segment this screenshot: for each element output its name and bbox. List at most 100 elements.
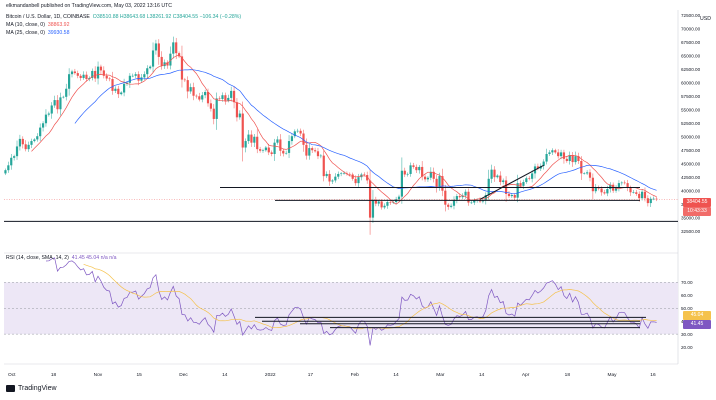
price-axis-tick: 35000.00 bbox=[681, 215, 701, 220]
symbol-name[interactable]: Bitcoin / U.S. Dollar, 1D, COINBASE bbox=[6, 14, 90, 20]
time-axis-tick: 18 bbox=[565, 372, 571, 378]
candle-body bbox=[571, 155, 574, 163]
price-axis-tick: 72500.00 bbox=[681, 13, 701, 18]
candle-body bbox=[235, 102, 239, 118]
candle-body bbox=[386, 202, 389, 206]
candle-body bbox=[418, 166, 421, 171]
symbol-legend[interactable]: Bitcoin / U.S. Dollar, 1D, COINBASE O385… bbox=[6, 14, 241, 21]
candle-body bbox=[261, 150, 265, 151]
price-axis-tick: 60000.00 bbox=[681, 81, 701, 86]
candle-body bbox=[528, 178, 531, 179]
candle-body bbox=[192, 87, 195, 96]
candle-body bbox=[632, 192, 635, 193]
price-axis-tick: 65000.00 bbox=[681, 54, 701, 59]
candle-body bbox=[53, 100, 56, 106]
candle-body bbox=[264, 147, 267, 151]
rsi-ma-badge: 45.04 bbox=[683, 311, 711, 320]
current-price-badge: 38404.55 bbox=[683, 198, 711, 207]
candle-body bbox=[82, 74, 85, 78]
published-by-text: elkmandanbell published on TradingView.c… bbox=[6, 3, 172, 10]
time-axis-tick: 16 bbox=[650, 372, 656, 378]
candle-body bbox=[128, 75, 131, 83]
candle-body bbox=[374, 199, 377, 204]
rsi-current: 41.45 bbox=[690, 321, 704, 327]
candle-body bbox=[493, 169, 496, 178]
candle-body bbox=[44, 114, 48, 124]
candle-body bbox=[276, 139, 279, 143]
candle-body bbox=[166, 62, 169, 66]
candle-body bbox=[545, 154, 548, 162]
candle-body bbox=[583, 173, 586, 175]
candle-body bbox=[548, 152, 551, 154]
candle-body bbox=[635, 192, 638, 194]
ma10-legend[interactable]: MA (10, close, 0) 38863.92 bbox=[6, 22, 69, 29]
candle-body bbox=[296, 130, 299, 132]
candle-body bbox=[565, 158, 568, 162]
candle-body bbox=[371, 199, 375, 218]
candle-body bbox=[287, 141, 291, 153]
candle-body bbox=[429, 171, 432, 178]
trendline bbox=[479, 164, 544, 200]
candle-body bbox=[507, 193, 511, 197]
candle-body bbox=[473, 200, 476, 203]
candle-body bbox=[221, 95, 224, 99]
candle-body bbox=[224, 95, 227, 101]
candle-body bbox=[623, 182, 626, 184]
candle-body bbox=[79, 75, 82, 78]
candle-body bbox=[400, 170, 403, 197]
ma25-label: MA (25, close, 0) bbox=[6, 30, 45, 36]
candle-body bbox=[600, 188, 603, 193]
candle-body bbox=[238, 113, 241, 118]
candle-body bbox=[39, 127, 42, 137]
time-axis-tick: 14 bbox=[222, 372, 228, 378]
rsi-axis-tick: 20.00 bbox=[681, 345, 693, 350]
candle-body bbox=[614, 187, 618, 191]
time-axis-tick: 14 bbox=[479, 372, 485, 378]
candle-body bbox=[96, 66, 100, 79]
candle-body bbox=[241, 113, 244, 148]
candle-body bbox=[212, 108, 215, 119]
ma25-line bbox=[74, 69, 657, 195]
candle-body bbox=[412, 165, 415, 167]
rsi-legend[interactable]: RSI (14, close, SMA, 14, 2) 41.45 45.04 … bbox=[6, 255, 116, 262]
candle-body bbox=[27, 144, 30, 150]
candle-body bbox=[313, 150, 317, 152]
candle-body bbox=[354, 178, 357, 184]
candle-body bbox=[383, 205, 386, 208]
candle-body bbox=[638, 193, 641, 199]
candle-body bbox=[357, 177, 360, 184]
candle-body bbox=[591, 177, 594, 192]
rsi-value-badge: 41.45 bbox=[683, 320, 711, 329]
ma25-legend[interactable]: MA (25, close, 0) 39930.58 bbox=[6, 30, 69, 37]
candle-body bbox=[102, 70, 105, 76]
candle-body bbox=[432, 171, 435, 179]
candle-body bbox=[285, 152, 288, 154]
candle-body bbox=[516, 183, 519, 198]
candle-body bbox=[111, 79, 114, 91]
time-axis-tick: 15 bbox=[136, 372, 142, 378]
candle-body bbox=[290, 136, 294, 142]
price-axis-tick: 52500.00 bbox=[681, 121, 701, 126]
tradingview-logo-icon bbox=[6, 385, 15, 392]
candle-body bbox=[640, 191, 644, 199]
candle-body bbox=[91, 70, 94, 78]
rsi-values: 41.45 45.04 n/a n/a bbox=[71, 255, 117, 261]
candle-body bbox=[204, 91, 207, 96]
candle-body bbox=[510, 194, 513, 197]
candle-body bbox=[21, 138, 24, 145]
candle-body bbox=[447, 204, 450, 207]
candle-body bbox=[4, 170, 7, 174]
candle-body bbox=[154, 43, 158, 51]
time-axis-tick: 2022 bbox=[265, 372, 276, 378]
candle-body bbox=[409, 165, 412, 174]
price-axis-tick: 62500.00 bbox=[681, 67, 701, 72]
candle-body bbox=[496, 175, 499, 178]
candle-body bbox=[227, 97, 230, 101]
tradingview-logo[interactable]: TradingView bbox=[6, 385, 57, 392]
candle-body bbox=[389, 202, 392, 203]
candle-body bbox=[172, 42, 175, 54]
candle-body bbox=[131, 75, 134, 77]
candle-body bbox=[120, 92, 123, 95]
